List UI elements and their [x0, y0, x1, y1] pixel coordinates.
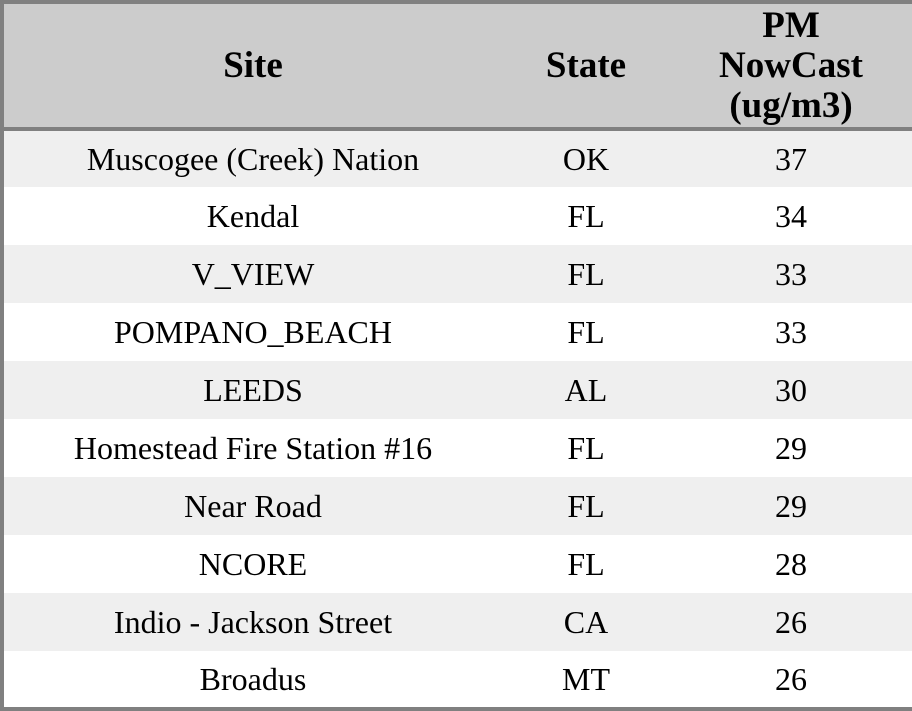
table-row: LEEDS AL 30: [0, 361, 912, 419]
cell-site: Muscogee (Creek) Nation: [0, 129, 502, 187]
table-row: Muscogee (Creek) Nation OK 37: [0, 129, 912, 187]
cell-pm-nowcast: 26: [670, 651, 912, 711]
table-row: Homestead Fire Station #16 FL 29: [0, 419, 912, 477]
table-header-row: Site State PM NowCast (ug/m3): [0, 0, 912, 131]
column-header-pm-nowcast: PM NowCast (ug/m3): [670, 0, 912, 131]
cell-state: FL: [502, 477, 670, 535]
cell-state: OK: [502, 129, 670, 187]
cell-site: Broadus: [0, 651, 502, 711]
table-row: V_VIEW FL 33: [0, 245, 912, 303]
table-body: Muscogee (Creek) Nation OK 37 Kendal FL 34 V_V…: [0, 129, 912, 711]
cell-state: CA: [502, 593, 670, 651]
column-header-state: State: [502, 0, 670, 131]
cell-site: NCORE: [0, 535, 502, 593]
column-header-state-label: State: [545, 44, 627, 86]
cell-state: FL: [502, 187, 670, 245]
cell-site: V_VIEW: [0, 245, 502, 303]
cell-state: FL: [502, 535, 670, 593]
column-header-site-label: Site: [223, 44, 283, 86]
cell-site: Homestead Fire Station #16: [0, 419, 502, 477]
table-row: Near Road FL 29: [0, 477, 912, 535]
cell-state: FL: [502, 419, 670, 477]
cell-pm-nowcast: 37: [670, 129, 912, 187]
cell-pm-nowcast: 26: [670, 593, 912, 651]
table-row: POMPANO_BEACH FL 33: [0, 303, 912, 361]
cell-pm-nowcast: 30: [670, 361, 912, 419]
table-row: Indio - Jackson Street CA 26: [0, 593, 912, 651]
table-header: Site State PM NowCast (ug/m3): [0, 0, 912, 131]
cell-pm-nowcast: 34: [670, 187, 912, 245]
cell-state: AL: [502, 361, 670, 419]
table-row: Broadus MT 26: [0, 651, 912, 711]
cell-state: MT: [502, 651, 670, 711]
table-row: Kendal FL 34: [0, 187, 912, 245]
cell-pm-nowcast: 33: [670, 303, 912, 361]
cell-pm-nowcast: 29: [670, 477, 912, 535]
column-header-site: Site: [0, 0, 502, 131]
cell-pm-nowcast: 28: [670, 535, 912, 593]
cell-site: Indio - Jackson Street: [0, 593, 502, 651]
cell-site: Near Road: [0, 477, 502, 535]
cell-pm-nowcast: 33: [670, 245, 912, 303]
cell-state: FL: [502, 303, 670, 361]
cell-site: Kendal: [0, 187, 502, 245]
cell-site: LEEDS: [0, 361, 502, 419]
cell-pm-nowcast: 29: [670, 419, 912, 477]
table-row: NCORE FL 28: [0, 535, 912, 593]
column-header-pm-nowcast-label: PM NowCast (ug/m3): [719, 4, 863, 126]
cell-site: POMPANO_BEACH: [0, 303, 502, 361]
cell-state: FL: [502, 245, 670, 303]
